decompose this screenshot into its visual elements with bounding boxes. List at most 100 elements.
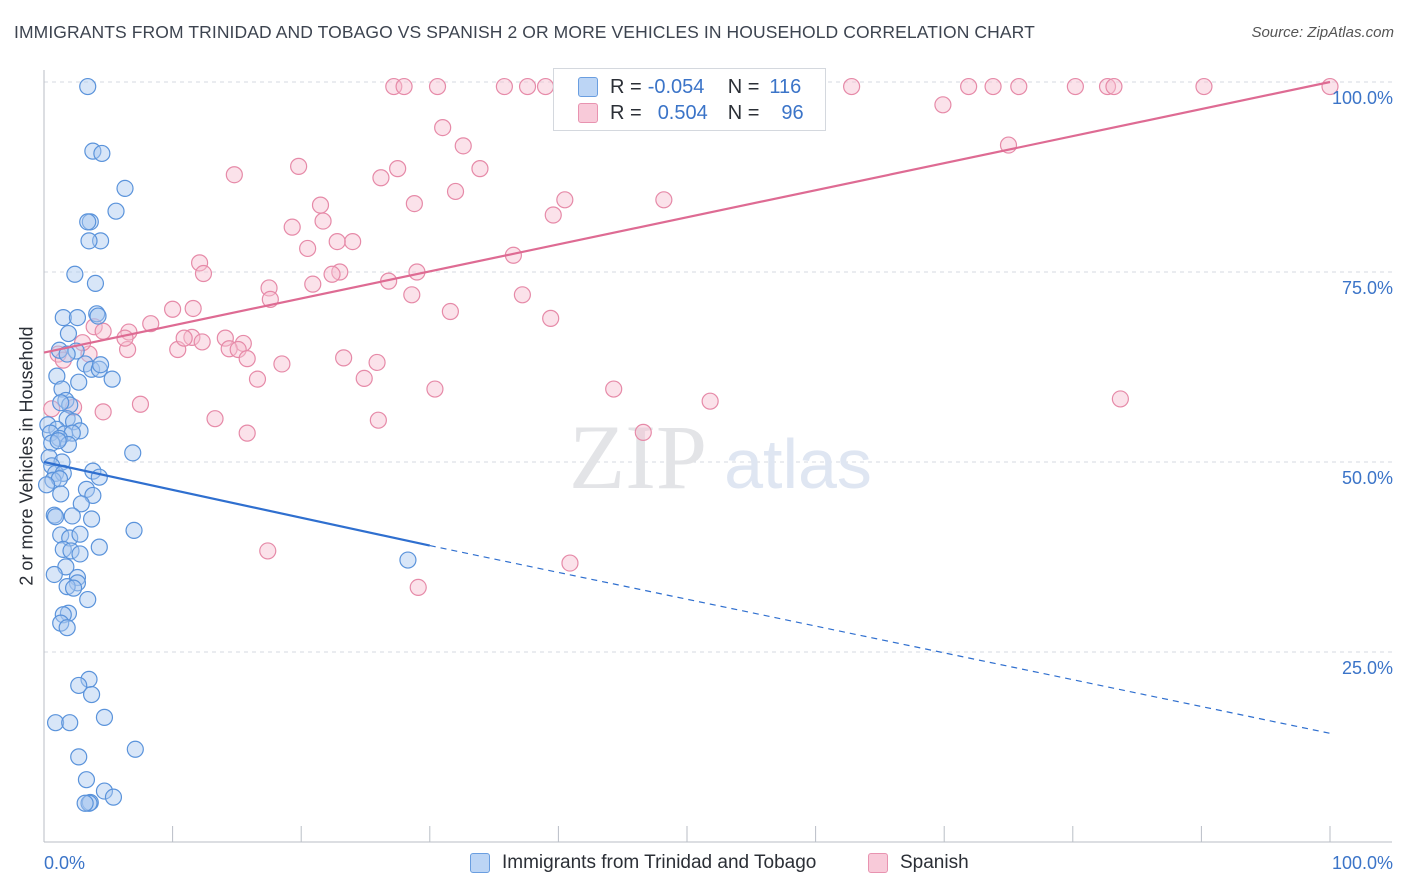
- spanish-point: [259, 542, 277, 560]
- spanish-point: [290, 157, 308, 175]
- spanish-points: [43, 77, 1339, 597]
- trinidad-point: [124, 444, 142, 462]
- trinidad-point: [52, 485, 70, 503]
- spanish-point: [389, 160, 407, 178]
- y-tick-label: 100.0%: [1332, 88, 1393, 108]
- spanish-point: [395, 77, 413, 96]
- trinidad-point: [45, 565, 63, 584]
- spanish-point: [175, 329, 193, 347]
- spanish-point: [544, 206, 562, 224]
- x-tick-label: 100.0%: [1332, 853, 1393, 873]
- trinidad-point: [64, 579, 83, 597]
- spanish-point: [238, 350, 256, 368]
- chart-source: Source: ZipAtlas.com: [1251, 24, 1394, 41]
- x-tick-label: 0.0%: [44, 853, 85, 873]
- trinidad-trend-line: [43, 460, 431, 547]
- spanish-point: [229, 340, 247, 359]
- spanish-point: [471, 160, 489, 178]
- spanish-point: [142, 315, 160, 333]
- spanish-point: [283, 218, 301, 236]
- trinidad-point: [76, 794, 94, 812]
- trinidad-point: [54, 309, 72, 327]
- trinidad-point: [81, 793, 99, 812]
- spanish-point: [43, 400, 61, 418]
- spanish-point: [94, 403, 112, 421]
- spanish-point: [335, 349, 353, 367]
- grid-lines: [44, 81, 1392, 653]
- trinidad-point: [70, 676, 88, 695]
- watermark: ZIP atlas: [569, 406, 872, 508]
- spanish-point: [131, 395, 150, 413]
- trinidad-point: [70, 748, 88, 766]
- spanish-point: [1195, 77, 1213, 96]
- spanish-point: [216, 329, 234, 347]
- trinidad-point: [52, 394, 70, 412]
- trinidad-point: [58, 345, 76, 363]
- trinidad-point: [86, 274, 105, 292]
- spanish-point: [238, 424, 256, 442]
- chart-title: IMMIGRANTS FROM TRINIDAD AND TOBAGO VS S…: [14, 22, 1035, 42]
- trinidad-point: [89, 307, 107, 325]
- trinidad-point: [107, 202, 125, 220]
- spanish-point: [634, 423, 652, 441]
- trinidad-point: [90, 468, 108, 486]
- legend-r-value: -0.054: [647, 75, 705, 98]
- spanish-point: [248, 370, 267, 388]
- spanish-point: [426, 380, 444, 398]
- trinidad-point: [68, 309, 87, 327]
- trinidad-point: [90, 538, 108, 556]
- spanish-point: [441, 302, 459, 321]
- spanish-point: [454, 137, 472, 155]
- spanish-point: [368, 353, 386, 372]
- trinidad-point: [43, 434, 61, 452]
- y-axis-label: 2 or more Vehicles in Household: [16, 326, 37, 586]
- spanish-point: [220, 340, 238, 358]
- legend-row-spanish: R = 0.504 N = 96: [578, 101, 804, 125]
- trinidad-point: [91, 356, 110, 374]
- spanish-point: [1111, 390, 1129, 408]
- trinidad-point: [58, 619, 76, 637]
- spanish-point: [372, 169, 390, 187]
- trinidad-point: [66, 265, 84, 283]
- spanish-point: [513, 286, 531, 304]
- spanish-point: [164, 300, 182, 318]
- spanish-point: [561, 554, 579, 572]
- spanish-point: [1010, 77, 1028, 96]
- spanish-point: [299, 239, 317, 258]
- legend-n-label: N =: [727, 101, 760, 124]
- spanish-point: [605, 380, 623, 398]
- spanish-point: [434, 118, 452, 137]
- trinidad-point: [52, 526, 70, 544]
- spanish-point: [311, 196, 330, 214]
- trinidad-point: [72, 495, 90, 513]
- trinidad-point: [37, 476, 56, 494]
- bottom-legend-label: Spanish: [900, 852, 969, 873]
- spanish-point: [934, 96, 952, 114]
- trinidad-point: [48, 367, 66, 385]
- trinidad-point: [58, 578, 76, 596]
- trinidad-point: [116, 179, 134, 197]
- trinidad-point: [63, 507, 81, 525]
- trinidad-trend-extension: [429, 545, 1331, 734]
- trinidad-point: [80, 232, 98, 250]
- trinidad-point: [71, 545, 89, 563]
- spanish-point: [116, 329, 134, 347]
- spanish-point: [495, 77, 513, 96]
- spanish-point: [1066, 77, 1084, 96]
- spanish-point: [428, 77, 447, 96]
- bottom-legend-swatch-blue: [470, 853, 490, 873]
- bottom-legend-swatch-pink: [868, 853, 888, 873]
- spanish-point: [403, 286, 421, 304]
- spanish-point: [556, 191, 574, 209]
- trinidad-point: [125, 521, 143, 540]
- spanish-point: [194, 264, 213, 283]
- bottom-legend-spanish: Spanish: [868, 852, 969, 874]
- spanish-point: [304, 275, 322, 293]
- y-tick-label: 25.0%: [1342, 658, 1393, 678]
- tick-labels: 25.0% 50.0% 75.0% 100.0% 0.0% 100.0%: [44, 88, 1393, 873]
- spanish-point: [960, 77, 978, 96]
- spanish-trend-line: [43, 80, 1331, 354]
- trinidad-point: [82, 685, 101, 704]
- trinidad-point: [46, 714, 65, 732]
- trinidad-point: [93, 144, 111, 163]
